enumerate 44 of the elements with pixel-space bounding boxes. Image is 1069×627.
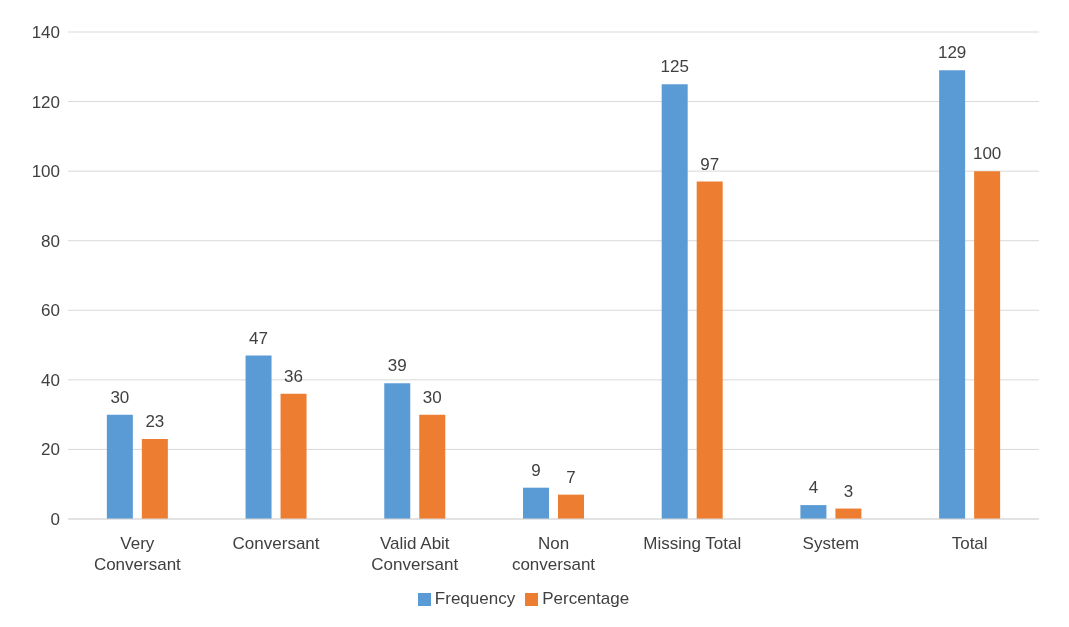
- data-label: 9: [531, 460, 541, 480]
- bar: [419, 414, 446, 519]
- bar: [939, 70, 966, 519]
- data-label: 97: [700, 154, 720, 174]
- data-label: 4: [808, 478, 819, 498]
- data-label: 100: [972, 144, 1002, 164]
- x-tick-label: Valid Abit Conversant: [371, 534, 459, 574]
- data-label: 3: [843, 481, 854, 501]
- data-label: 30: [422, 387, 442, 407]
- x-tick-label: Total: [951, 534, 988, 553]
- y-tick-label: 20: [41, 440, 60, 460]
- bar: [522, 487, 549, 519]
- y-tick-label: 80: [41, 231, 60, 251]
- bar: [141, 438, 168, 519]
- data-label: 23: [145, 411, 165, 431]
- legend-label: Percentage: [542, 589, 630, 608]
- bar: [245, 355, 272, 519]
- x-tick-label: System: [802, 534, 860, 553]
- data-label: 125: [660, 57, 689, 77]
- y-tick-label: 100: [31, 162, 60, 182]
- x-tick-label: Conversant: [232, 534, 320, 553]
- y-tick-label: 40: [41, 370, 60, 390]
- bar: [661, 84, 688, 519]
- bar: [800, 505, 827, 519]
- bar: [280, 393, 307, 519]
- y-tick-label: 60: [41, 301, 60, 321]
- bar: [106, 414, 133, 519]
- y-tick-label: 140: [31, 23, 60, 43]
- data-label: 129: [937, 43, 967, 63]
- data-label: 7: [566, 467, 576, 487]
- x-tick-label: Very Conversant: [93, 534, 182, 574]
- legend-label: Frequency: [434, 589, 516, 608]
- bar: [557, 494, 584, 519]
- x-tick-label: Missing Total: [643, 534, 742, 553]
- y-tick-label: 120: [31, 92, 60, 112]
- bar: [384, 383, 411, 519]
- data-label: 30: [110, 387, 130, 407]
- data-label: 47: [249, 328, 269, 348]
- data-label: 39: [387, 356, 407, 376]
- bar: [974, 171, 1001, 519]
- bar: [696, 181, 723, 519]
- data-label: 36: [284, 366, 304, 386]
- x-tick-label: Non conversant: [511, 534, 596, 574]
- y-tick-label: 0: [50, 510, 60, 530]
